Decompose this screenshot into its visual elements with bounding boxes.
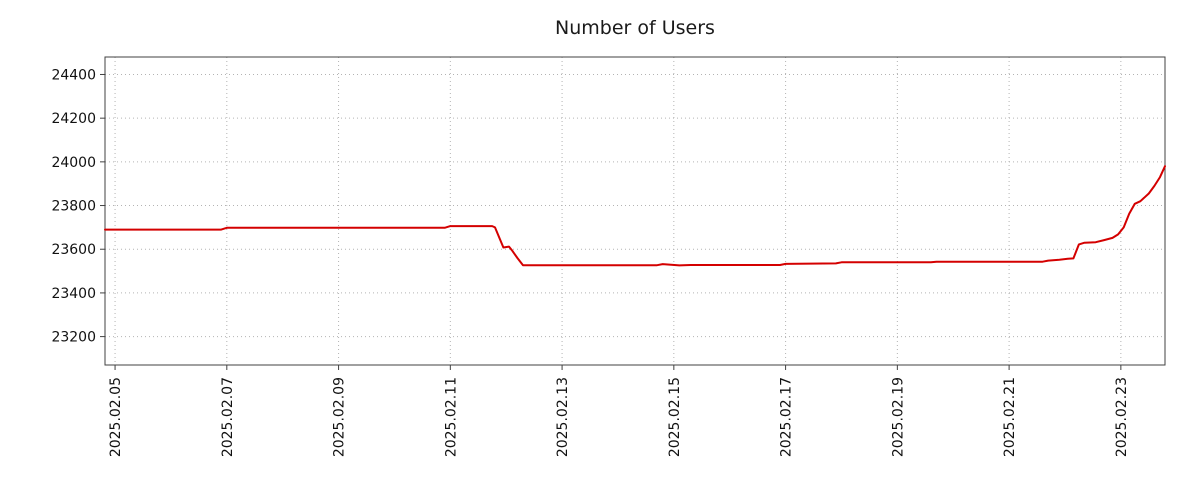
x-tick-label: 2025.02.05 [108,377,124,457]
y-tick-label: 24400 [51,67,96,83]
y-tick-label: 23400 [51,286,96,302]
x-tick-label: 2025.02.09 [332,377,348,457]
line-series-users [104,165,1166,267]
axes: 23200 23400 23600 23800 24000 24200 24400 2025.… [51,56,1166,457]
x-tick-label: 2025.02.15 [667,377,683,457]
x-tick-label: 2025.02.21 [1002,377,1018,457]
chart-title: Number of Users [555,17,715,39]
grid-lines [105,57,1165,365]
x-tick-label: 2025.02.23 [1114,377,1130,457]
y-tick-label: 23800 [51,199,96,215]
x-tick-label: 2025.02.07 [220,377,236,457]
y-tick-label: 24200 [51,111,96,127]
y-tick-label: 24000 [51,155,96,171]
series-line [104,165,1166,267]
y-tick-label: 23600 [51,242,96,258]
x-tick-label: 2025.02.17 [779,377,795,457]
x-tick-label: 2025.02.13 [555,377,571,457]
y-tick-label: 23200 [51,330,96,346]
x-tick-label: 2025.02.11 [443,377,459,457]
x-tick-label: 2025.02.19 [890,377,906,457]
